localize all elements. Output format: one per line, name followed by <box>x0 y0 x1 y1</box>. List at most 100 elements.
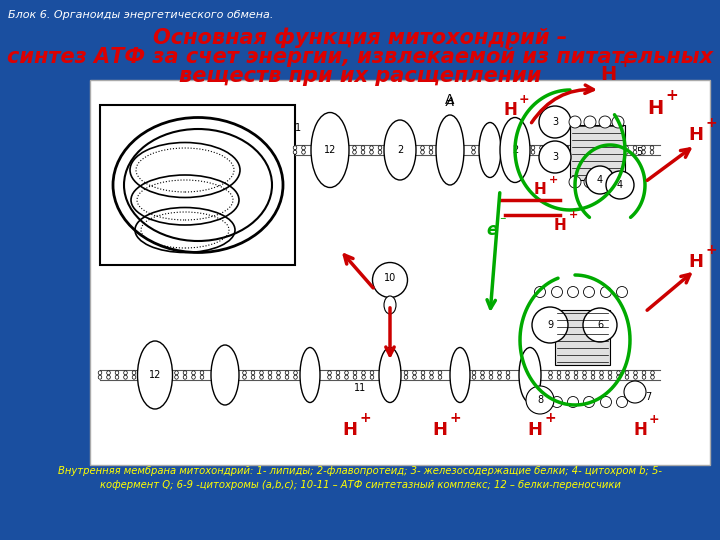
Ellipse shape <box>354 371 357 375</box>
Ellipse shape <box>384 120 416 180</box>
Ellipse shape <box>268 371 272 375</box>
Text: Блок 6. Органоиды энергетического обмена.: Блок 6. Органоиды энергетического обмена… <box>8 10 274 20</box>
Ellipse shape <box>651 375 654 379</box>
Text: +: + <box>665 88 678 103</box>
Ellipse shape <box>413 375 416 379</box>
Text: ⁻: ⁻ <box>499 215 505 228</box>
Ellipse shape <box>642 146 645 150</box>
Ellipse shape <box>175 375 179 379</box>
Ellipse shape <box>575 375 577 379</box>
Ellipse shape <box>600 396 611 408</box>
Ellipse shape <box>124 371 127 375</box>
Ellipse shape <box>608 146 611 150</box>
Ellipse shape <box>582 371 586 375</box>
Ellipse shape <box>361 146 365 150</box>
Ellipse shape <box>107 375 110 379</box>
Ellipse shape <box>481 371 485 375</box>
Ellipse shape <box>294 375 297 379</box>
Text: +: + <box>649 413 660 426</box>
Ellipse shape <box>260 371 264 375</box>
Ellipse shape <box>552 396 562 408</box>
Ellipse shape <box>260 375 264 379</box>
Text: H: H <box>528 421 542 439</box>
Text: 9: 9 <box>547 320 553 330</box>
Text: 10: 10 <box>384 273 396 283</box>
Ellipse shape <box>354 375 357 379</box>
Ellipse shape <box>625 371 629 375</box>
Ellipse shape <box>472 375 476 379</box>
Ellipse shape <box>634 371 637 375</box>
Ellipse shape <box>138 341 173 409</box>
Text: 1: 1 <box>295 123 301 133</box>
Ellipse shape <box>540 150 544 154</box>
Ellipse shape <box>361 371 365 375</box>
Ellipse shape <box>566 375 570 379</box>
Ellipse shape <box>302 150 305 154</box>
Ellipse shape <box>370 371 374 375</box>
Ellipse shape <box>565 150 569 154</box>
Ellipse shape <box>506 375 510 379</box>
Ellipse shape <box>574 150 577 154</box>
Ellipse shape <box>353 146 356 150</box>
Ellipse shape <box>612 116 624 128</box>
Ellipse shape <box>489 371 492 375</box>
Ellipse shape <box>192 375 195 379</box>
Ellipse shape <box>583 308 617 342</box>
Ellipse shape <box>633 146 636 150</box>
Text: H: H <box>343 421 358 439</box>
Ellipse shape <box>584 116 596 128</box>
Ellipse shape <box>625 375 629 379</box>
Ellipse shape <box>599 176 611 188</box>
Ellipse shape <box>378 150 382 154</box>
Text: +: + <box>569 210 578 220</box>
Ellipse shape <box>472 146 475 150</box>
Ellipse shape <box>583 287 595 298</box>
Ellipse shape <box>608 150 611 154</box>
Ellipse shape <box>132 371 136 375</box>
Ellipse shape <box>650 146 654 150</box>
Ellipse shape <box>124 129 272 241</box>
Text: +: + <box>450 411 462 426</box>
Bar <box>100 105 295 265</box>
Text: +: + <box>545 411 557 426</box>
Ellipse shape <box>591 375 595 379</box>
Text: H: H <box>688 126 703 144</box>
Ellipse shape <box>115 375 119 379</box>
Ellipse shape <box>642 371 646 375</box>
Ellipse shape <box>569 176 581 188</box>
Text: +: + <box>618 55 631 70</box>
Ellipse shape <box>268 375 272 379</box>
Ellipse shape <box>567 396 578 408</box>
Ellipse shape <box>548 150 552 154</box>
Text: H: H <box>534 183 546 198</box>
Text: Внутренняя мембрана митохондрий: 1- липиды; 2-флавопротеид; 3- железосодержащие : Внутренняя мембрана митохондрий: 1- липи… <box>58 466 662 490</box>
Ellipse shape <box>450 348 470 402</box>
Ellipse shape <box>624 381 646 403</box>
Ellipse shape <box>413 371 416 375</box>
Ellipse shape <box>567 287 578 298</box>
Ellipse shape <box>575 371 577 375</box>
Text: веществ при их расщеплении: веществ при их расщеплении <box>179 66 541 86</box>
Ellipse shape <box>481 375 485 379</box>
Ellipse shape <box>404 375 408 379</box>
Ellipse shape <box>557 150 560 154</box>
Ellipse shape <box>498 371 501 375</box>
Text: A: A <box>446 97 454 110</box>
Ellipse shape <box>616 150 620 154</box>
Ellipse shape <box>526 386 554 414</box>
Ellipse shape <box>192 371 195 375</box>
Ellipse shape <box>505 150 509 154</box>
Ellipse shape <box>113 118 283 253</box>
Ellipse shape <box>498 375 501 379</box>
Ellipse shape <box>565 146 569 150</box>
Ellipse shape <box>479 123 501 178</box>
Ellipse shape <box>625 146 629 150</box>
Text: 11: 11 <box>354 383 366 393</box>
Ellipse shape <box>311 112 349 187</box>
Ellipse shape <box>361 375 365 379</box>
Text: H: H <box>633 421 647 439</box>
Bar <box>555 310 610 365</box>
Text: 5: 5 <box>636 147 642 157</box>
Ellipse shape <box>430 371 433 375</box>
Ellipse shape <box>599 116 611 128</box>
